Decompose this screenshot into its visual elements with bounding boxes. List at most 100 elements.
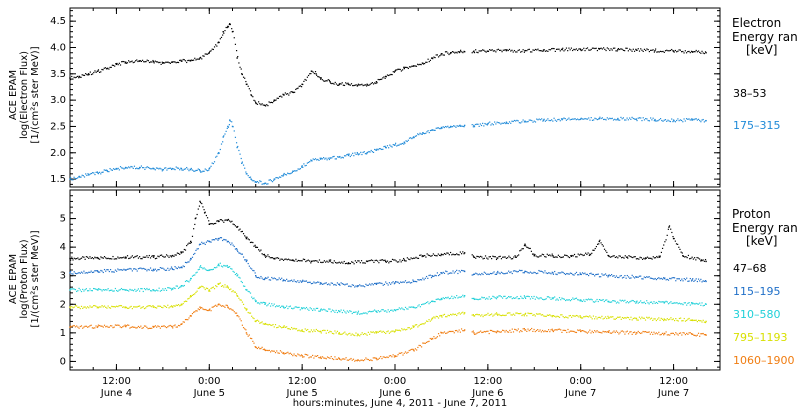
proton-legend-entry: 310–580 (733, 308, 781, 321)
proton-series-0-dot (682, 255, 685, 258)
proton-series-0-dot (147, 256, 149, 259)
proton-series-1-dot (412, 279, 414, 281)
proton-series-2-dot (269, 305, 272, 307)
electron-ylabel-line3: [1/(cm²s ster MeV)] (30, 46, 41, 143)
proton-series-0-dot (617, 257, 619, 259)
proton-series-4-dot (140, 325, 142, 327)
proton-series-3-dot (242, 303, 245, 305)
proton-series-1-dot (277, 279, 279, 281)
electron-series-1-dot (646, 118, 648, 120)
proton-series-4-dot (335, 358, 337, 360)
proton-series-1-dot (163, 268, 165, 270)
electron-series-0-dot (544, 50, 547, 52)
proton-series-2-dot (620, 300, 622, 302)
proton-series-0-dot (421, 255, 423, 258)
electron-series-0-dot (625, 47, 627, 49)
proton-series-3-dot (442, 314, 444, 316)
proton-series-3-dot (230, 288, 232, 290)
proton-series-1-dot (681, 278, 683, 280)
proton-series-2-dot (596, 298, 598, 301)
electron-series-1-dot (70, 177, 72, 179)
proton-series-4-dot (425, 341, 428, 344)
proton-series-1-dot (359, 284, 361, 286)
proton-series-2-dot (660, 301, 662, 303)
proton-series-1-dot (435, 275, 437, 277)
electron-series-0-dot (671, 48, 673, 51)
electron-series-0-dot (678, 49, 680, 51)
proton-series-3-dot (227, 287, 230, 289)
proton-series-3-dot (562, 315, 564, 318)
electron-series-1-dot (426, 131, 428, 133)
electron-series-0-dot (159, 61, 161, 63)
electron-series-0-dot (677, 50, 679, 52)
electron-series-1-dot (284, 173, 286, 176)
electron-series-0-dot (484, 50, 486, 52)
electron-series-0-dot (657, 51, 659, 53)
proton-series-3-dot (398, 329, 400, 331)
proton-series-2-dot (390, 309, 392, 311)
electron-series-1-dot (176, 167, 178, 169)
electron-series-1-dot (537, 119, 539, 121)
proton-series-3-dot (564, 316, 567, 318)
proton-series-2-dot (555, 299, 557, 301)
proton-series-1-dot (608, 274, 610, 276)
electron-series-0-dot (532, 49, 534, 51)
proton-series-1-dot (367, 284, 369, 286)
proton-series-3-dot (198, 287, 201, 289)
proton-series-2-dot (369, 310, 371, 312)
proton-series-4-dot (273, 350, 275, 352)
proton-series-1-dot (391, 282, 393, 284)
proton-series-2-dot (319, 310, 321, 312)
proton-series-2-dot (681, 303, 683, 305)
proton-series-0-dot (139, 256, 141, 258)
proton-series-2-dot (527, 295, 529, 297)
proton-series-0-dot (346, 262, 348, 264)
proton-series-0-dot (667, 228, 669, 230)
electron-series-0-dot (383, 76, 385, 78)
electron-series-1-dot (248, 176, 250, 179)
electron-series-1-dot (145, 167, 147, 169)
proton-series-4-dot (491, 329, 493, 332)
proton-series-0-dot (203, 209, 205, 211)
electron-series-0-dot (234, 43, 237, 45)
proton-series-4-dot (614, 331, 616, 334)
proton-series-4-dot (562, 329, 564, 331)
electron-series-0-dot (145, 60, 147, 63)
proton-series-3-point (97, 306, 99, 308)
proton-series-1-dot (80, 271, 83, 273)
electron-series-0-dot (313, 72, 315, 75)
proton-series-2-dot (446, 297, 448, 299)
proton-series-0-dot (575, 256, 577, 258)
proton-series-4-dot (499, 331, 501, 333)
electron-series-0-dot (564, 49, 566, 51)
electron-series-0-dot (235, 50, 238, 52)
proton-series-3-dot (411, 327, 413, 329)
proton-series-1-dot (265, 277, 267, 279)
electron-series-0-dot (248, 88, 250, 90)
electron-series-1-point (394, 144, 396, 146)
electron-series-0-dot (658, 51, 660, 53)
proton-series-3-dot (592, 315, 595, 317)
proton-series-4-dot (83, 326, 85, 328)
proton-series-0-dot (608, 255, 610, 258)
proton-series-1-dot (689, 277, 691, 280)
proton-series-1-dot (312, 282, 314, 285)
proton-series-2-point (227, 266, 229, 268)
proton-series-2-dot (571, 298, 573, 301)
proton-series-1-dot (590, 272, 592, 274)
proton-series-2-dot (325, 310, 327, 312)
proton-series-2-dot (637, 302, 639, 304)
proton-series-0-dot (149, 257, 152, 259)
proton-series-3-dot (208, 290, 210, 292)
proton-series-4-dot (618, 333, 620, 335)
electron-series-0-dot (110, 66, 112, 68)
proton-series-1-dot (550, 273, 552, 275)
electron-series-0-dot (261, 103, 263, 105)
proton-series-1-dot (457, 272, 459, 275)
electron-series-0-dot (586, 47, 589, 49)
proton-series-0-dot (258, 249, 260, 251)
proton-series-2-dot (224, 265, 226, 267)
electron-series-0-dot (93, 71, 95, 74)
electron-series-1-dot (350, 154, 353, 156)
proton-series-3-dot (303, 331, 305, 333)
